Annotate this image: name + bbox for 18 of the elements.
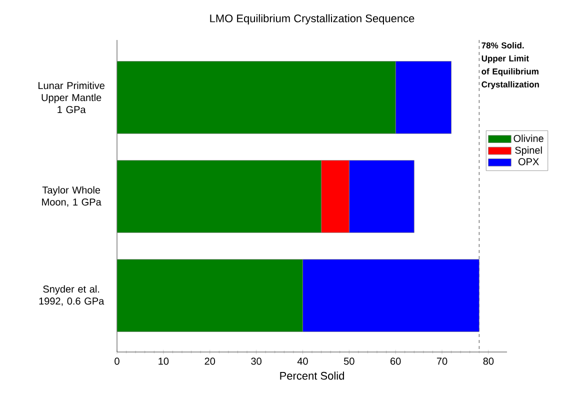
ref-line-label: 78% Solid. Upper Limit of Equilibrium Crystallization: [482, 42, 539, 90]
x-tick-label: 70: [436, 358, 448, 365]
x-tick-label: 0: [114, 358, 120, 365]
x-axis-title: Percent Solid: [280, 372, 344, 380]
legend-label: Olivine: [514, 134, 544, 142]
x-tick-label: 20: [204, 358, 216, 365]
x-tick-label: 40: [297, 358, 308, 365]
y-tick-label: Taylor Whole Moon, 1 GPa: [42, 186, 102, 207]
legend-label: Spinel: [515, 146, 542, 156]
legend-label: OPX: [518, 158, 539, 166]
x-tick-label: 60: [390, 358, 401, 365]
y-tick-label: Lunar Primitive Upper Mantle 1 GPa: [38, 82, 104, 114]
x-tick-label: 10: [158, 358, 169, 365]
chart-title: LMO Equilibrium Crystallization Sequence: [210, 14, 414, 24]
x-tick-label: 30: [251, 358, 262, 365]
x-tick-label: 80: [483, 358, 494, 365]
y-tick-label: Snyder et al. 1992, 0.6 GPa: [39, 285, 104, 306]
x-tick-label: 50: [344, 358, 354, 365]
